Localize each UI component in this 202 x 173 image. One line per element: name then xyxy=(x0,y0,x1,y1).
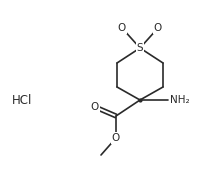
Text: O: O xyxy=(153,23,161,33)
Text: O: O xyxy=(111,133,120,143)
Text: O: O xyxy=(117,23,125,33)
Text: S: S xyxy=(136,43,143,53)
Text: NH₂: NH₂ xyxy=(169,95,189,105)
Text: O: O xyxy=(90,102,99,112)
Text: HCl: HCl xyxy=(12,93,32,107)
